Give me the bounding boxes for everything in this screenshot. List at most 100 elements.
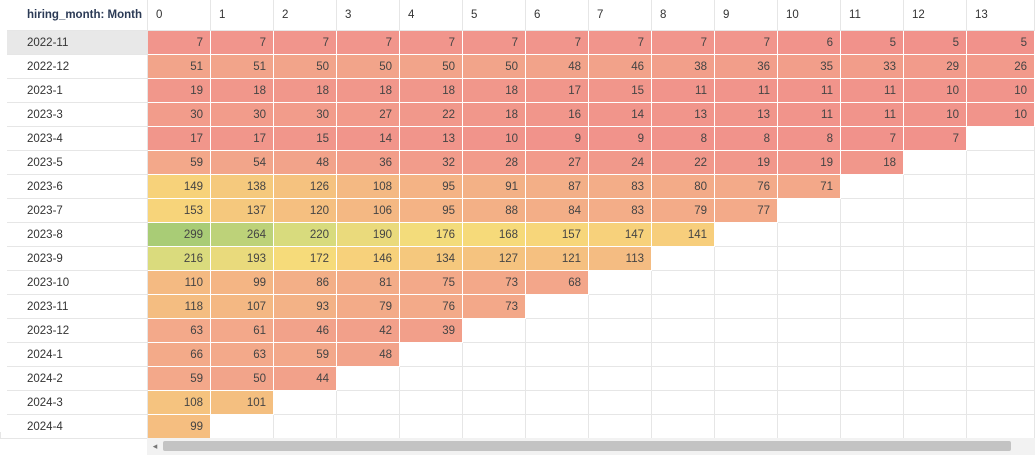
- table-cell[interactable]: 127: [462, 246, 526, 271]
- table-cell[interactable]: 59: [147, 366, 211, 391]
- table-cell[interactable]: [966, 342, 1035, 367]
- table-cell[interactable]: 38: [651, 54, 715, 79]
- column-header-8[interactable]: 8: [651, 0, 715, 31]
- table-cell[interactable]: 63: [147, 318, 211, 343]
- table-cell[interactable]: [840, 198, 904, 223]
- column-header-1[interactable]: 1: [210, 0, 274, 31]
- table-cell[interactable]: [777, 294, 841, 319]
- row-dimension-header[interactable]: hiring_month: Month: [0, 0, 148, 31]
- table-cell[interactable]: 30: [273, 102, 337, 127]
- table-cell[interactable]: [714, 222, 778, 247]
- table-cell[interactable]: [714, 414, 778, 439]
- table-cell[interactable]: [903, 246, 967, 271]
- column-header-6[interactable]: 6: [525, 0, 589, 31]
- table-cell[interactable]: 24: [588, 150, 652, 175]
- table-cell[interactable]: 50: [462, 54, 526, 79]
- table-cell[interactable]: 216: [147, 246, 211, 271]
- table-cell[interactable]: [525, 414, 589, 439]
- row-header[interactable]: 2023-6: [0, 174, 148, 199]
- table-cell[interactable]: 193: [210, 246, 274, 271]
- table-cell[interactable]: 7: [840, 126, 904, 151]
- table-cell[interactable]: 220: [273, 222, 337, 247]
- table-cell[interactable]: [777, 270, 841, 295]
- table-cell[interactable]: [840, 246, 904, 271]
- table-cell[interactable]: 59: [147, 150, 211, 175]
- table-cell[interactable]: [714, 342, 778, 367]
- table-cell[interactable]: 18: [336, 78, 400, 103]
- table-cell[interactable]: [336, 390, 400, 415]
- table-row[interactable]: 2023-12 63 61 46 42 39: [0, 318, 1035, 343]
- table-cell[interactable]: 18: [840, 150, 904, 175]
- column-header-7[interactable]: 7: [588, 0, 652, 31]
- table-cell[interactable]: 18: [462, 102, 526, 127]
- table-cell[interactable]: 18: [462, 78, 526, 103]
- table-row[interactable]: 2023-3 30 30 30 27 22 18 16 14 13 13 11 11 10 10: [0, 102, 1035, 127]
- table-cell[interactable]: 63: [210, 342, 274, 367]
- table-cell[interactable]: [903, 366, 967, 391]
- table-cell[interactable]: 121: [525, 246, 589, 271]
- table-cell[interactable]: [588, 366, 652, 391]
- horizontal-scrollbar[interactable]: ◂: [147, 438, 1035, 455]
- table-cell[interactable]: 54: [210, 150, 274, 175]
- table-cell[interactable]: 146: [336, 246, 400, 271]
- table-cell[interactable]: [777, 198, 841, 223]
- table-cell[interactable]: [777, 246, 841, 271]
- table-cell[interactable]: 7: [714, 30, 778, 55]
- table-cell[interactable]: [903, 318, 967, 343]
- table-cell[interactable]: [651, 270, 715, 295]
- table-cell[interactable]: [714, 294, 778, 319]
- column-header-2[interactable]: 2: [273, 0, 337, 31]
- table-cell[interactable]: 157: [525, 222, 589, 247]
- row-header[interactable]: 2023-3: [0, 102, 148, 127]
- table-cell[interactable]: [903, 198, 967, 223]
- table-cell[interactable]: [966, 294, 1035, 319]
- table-cell[interactable]: [840, 294, 904, 319]
- table-cell[interactable]: 106: [336, 198, 400, 223]
- table-cell[interactable]: 108: [336, 174, 400, 199]
- table-cell[interactable]: 83: [588, 198, 652, 223]
- row-header[interactable]: 2024-4: [0, 414, 148, 439]
- table-row[interactable]: 2024-3 108 101: [0, 390, 1035, 415]
- table-cell[interactable]: 7: [588, 30, 652, 55]
- table-row[interactable]: 2023-1 19 18 18 18 18 18 17 15 11 11 11 11 10 10: [0, 78, 1035, 103]
- table-cell[interactable]: [966, 174, 1035, 199]
- table-cell[interactable]: [714, 246, 778, 271]
- row-header[interactable]: 2023-10: [0, 270, 148, 295]
- table-row[interactable]: 2023-9 216 193 172 146 134 127 121 113: [0, 246, 1035, 271]
- row-header[interactable]: 2024-1: [0, 342, 148, 367]
- table-cell[interactable]: 71: [777, 174, 841, 199]
- table-cell[interactable]: 10: [903, 102, 967, 127]
- table-cell[interactable]: 6: [777, 30, 841, 55]
- table-cell[interactable]: 50: [399, 54, 463, 79]
- table-row[interactable]: 2023-10 110 99 86 81 75 73 68: [0, 270, 1035, 295]
- table-cell[interactable]: [966, 222, 1035, 247]
- table-cell[interactable]: 48: [525, 54, 589, 79]
- table-cell[interactable]: 32: [399, 150, 463, 175]
- table-cell[interactable]: 18: [399, 78, 463, 103]
- table-cell[interactable]: 27: [525, 150, 589, 175]
- table-cell[interactable]: 138: [210, 174, 274, 199]
- table-cell[interactable]: 126: [273, 174, 337, 199]
- table-cell[interactable]: [588, 414, 652, 439]
- table-cell[interactable]: 10: [462, 126, 526, 151]
- table-cell[interactable]: [903, 174, 967, 199]
- table-cell[interactable]: [777, 414, 841, 439]
- table-cell[interactable]: 15: [588, 78, 652, 103]
- table-cell[interactable]: 299: [147, 222, 211, 247]
- table-cell[interactable]: 42: [336, 318, 400, 343]
- table-row[interactable]: 2022-12 51 51 50 50 50 50 48 46 38 36 35 33 29 26: [0, 54, 1035, 79]
- table-cell[interactable]: [714, 270, 778, 295]
- table-cell[interactable]: 13: [651, 102, 715, 127]
- table-cell[interactable]: 51: [147, 54, 211, 79]
- table-cell[interactable]: 9: [525, 126, 589, 151]
- table-cell[interactable]: 7: [399, 30, 463, 55]
- table-cell[interactable]: 83: [588, 174, 652, 199]
- table-cell[interactable]: 50: [273, 54, 337, 79]
- table-cell[interactable]: 120: [273, 198, 337, 223]
- row-header[interactable]: 2022-12: [0, 54, 148, 79]
- row-header[interactable]: 2022-11: [0, 30, 148, 55]
- table-cell[interactable]: 46: [588, 54, 652, 79]
- table-cell[interactable]: 36: [714, 54, 778, 79]
- row-header[interactable]: 2023-11: [0, 294, 148, 319]
- table-cell[interactable]: 17: [210, 126, 274, 151]
